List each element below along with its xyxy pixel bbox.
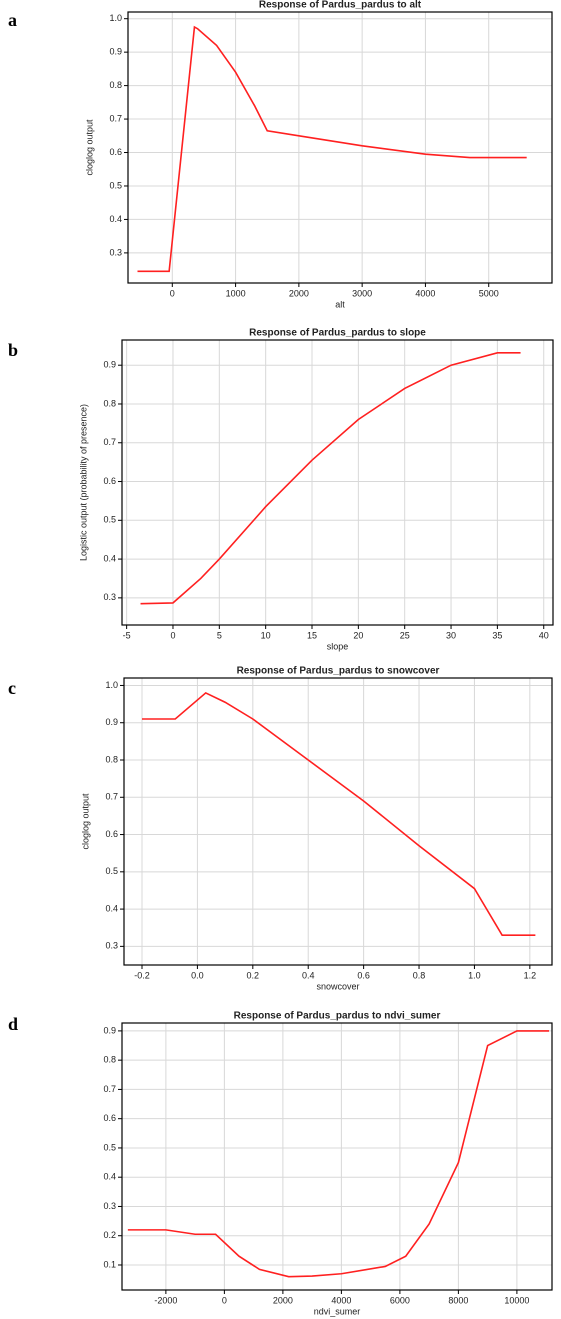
y-tick-label: 0.3 bbox=[103, 592, 116, 602]
y-tick-label: 0.9 bbox=[103, 1025, 116, 1035]
x-tick-label: 10 bbox=[261, 630, 271, 640]
y-axis-label: Logistic output (probability of presence… bbox=[78, 404, 88, 561]
x-tick-label: 40 bbox=[539, 630, 549, 640]
plot-border bbox=[121, 339, 554, 626]
y-tick-label: 0.9 bbox=[109, 47, 122, 57]
x-tick-label: 0.0 bbox=[191, 970, 204, 980]
x-tick-label: 2000 bbox=[289, 288, 309, 298]
plot-area bbox=[124, 678, 552, 965]
x-axis-label: slope bbox=[327, 641, 349, 651]
y-tick-label: 0.8 bbox=[109, 80, 122, 90]
y-tick-label: 0.6 bbox=[109, 147, 122, 157]
plot-border bbox=[123, 677, 553, 966]
y-tick-label: 0.5 bbox=[105, 866, 118, 876]
y-tick-label: 0.5 bbox=[103, 515, 116, 525]
response-line bbox=[137, 25, 527, 273]
response-line bbox=[140, 351, 521, 605]
x-axis-label: alt bbox=[335, 299, 345, 309]
x-tick-label: 1000 bbox=[226, 288, 246, 298]
y-tick-label: 0.2 bbox=[103, 1230, 116, 1240]
y-tick-label: 0.7 bbox=[105, 792, 118, 802]
x-tick-label: -5 bbox=[123, 630, 131, 640]
x-tick-label: 0 bbox=[170, 288, 175, 298]
y-tick-label: 0.8 bbox=[103, 398, 116, 408]
x-tick-label: -0.2 bbox=[134, 970, 150, 980]
x-tick-label: 0 bbox=[222, 1295, 227, 1305]
y-tick-label: 1.0 bbox=[109, 13, 122, 23]
panel-label: b bbox=[8, 340, 18, 360]
y-tick-label: 0.4 bbox=[105, 903, 118, 913]
x-tick-label: 20 bbox=[353, 630, 363, 640]
x-tick-label: 0.8 bbox=[413, 970, 426, 980]
plot-area bbox=[122, 340, 553, 625]
x-tick-label: 6000 bbox=[390, 1295, 410, 1305]
plot-area bbox=[128, 12, 552, 283]
x-tick-label: 0.4 bbox=[302, 970, 315, 980]
y-tick-label: 0.8 bbox=[103, 1055, 116, 1065]
panel-label: c bbox=[8, 678, 16, 698]
x-tick-label: 0 bbox=[170, 630, 175, 640]
x-tick-label: 5 bbox=[217, 630, 222, 640]
plot-area bbox=[122, 1023, 552, 1290]
x-tick-label: 0.2 bbox=[247, 970, 260, 980]
x-tick-label: 15 bbox=[307, 630, 317, 640]
y-tick-label: 0.5 bbox=[109, 180, 122, 190]
y-tick-label: 0.6 bbox=[103, 476, 116, 486]
chart-title: Response of Pardus_pardus to snowcover bbox=[237, 666, 440, 677]
panel-label: a bbox=[8, 10, 17, 30]
y-tick-label: 0.3 bbox=[105, 941, 118, 951]
chart-title: Response of Pardus_pardus to slope bbox=[249, 328, 426, 339]
x-tick-label: 8000 bbox=[448, 1295, 468, 1305]
plot-border bbox=[127, 11, 553, 284]
y-tick-label: 0.7 bbox=[103, 437, 116, 447]
y-tick-label: 0.3 bbox=[103, 1201, 116, 1211]
x-tick-label: 1.0 bbox=[468, 970, 481, 980]
x-axis-label: snowcover bbox=[316, 981, 359, 991]
x-tick-label: 35 bbox=[492, 630, 502, 640]
x-tick-label: 1.2 bbox=[524, 970, 537, 980]
plot-border bbox=[121, 1022, 553, 1291]
y-tick-label: 0.7 bbox=[103, 1084, 116, 1094]
y-tick-label: 0.8 bbox=[105, 754, 118, 764]
y-tick-label: 0.9 bbox=[103, 360, 116, 370]
y-tick-label: 0.4 bbox=[109, 214, 122, 224]
y-tick-label: 0.9 bbox=[105, 717, 118, 727]
response-line bbox=[142, 691, 536, 936]
x-tick-label: 25 bbox=[400, 630, 410, 640]
y-tick-label: 0.6 bbox=[103, 1113, 116, 1123]
x-tick-label: 5000 bbox=[479, 288, 499, 298]
chart-title: Response of Pardus_pardus to ndvi_sumer bbox=[234, 1011, 441, 1022]
chart-title: Response of Pardus_pardus to alt bbox=[259, 0, 422, 11]
y-tick-label: 0.5 bbox=[103, 1142, 116, 1152]
x-tick-label: 4000 bbox=[415, 288, 435, 298]
x-tick-label: 10000 bbox=[504, 1295, 529, 1305]
x-tick-label: 4000 bbox=[331, 1295, 351, 1305]
y-tick-label: 1.0 bbox=[105, 680, 118, 690]
y-tick-label: 0.4 bbox=[103, 553, 116, 563]
y-tick-label: 0.7 bbox=[109, 113, 122, 123]
x-tick-label: 3000 bbox=[352, 288, 372, 298]
y-tick-label: 0.3 bbox=[109, 247, 122, 257]
x-tick-label: 2000 bbox=[273, 1295, 293, 1305]
x-axis-label: ndvi_sumer bbox=[314, 1306, 361, 1316]
x-tick-label: 30 bbox=[446, 630, 456, 640]
x-tick-label: 0.6 bbox=[357, 970, 370, 980]
y-tick-label: 0.1 bbox=[103, 1259, 116, 1269]
panel-label: d bbox=[8, 1014, 18, 1034]
y-axis-label: cloglog output bbox=[84, 119, 94, 176]
x-tick-label: -2000 bbox=[154, 1295, 177, 1305]
response-line bbox=[127, 1030, 550, 1278]
y-tick-label: 0.6 bbox=[105, 829, 118, 839]
y-axis-label: cloglog output bbox=[80, 793, 90, 850]
y-tick-label: 0.4 bbox=[103, 1172, 116, 1182]
